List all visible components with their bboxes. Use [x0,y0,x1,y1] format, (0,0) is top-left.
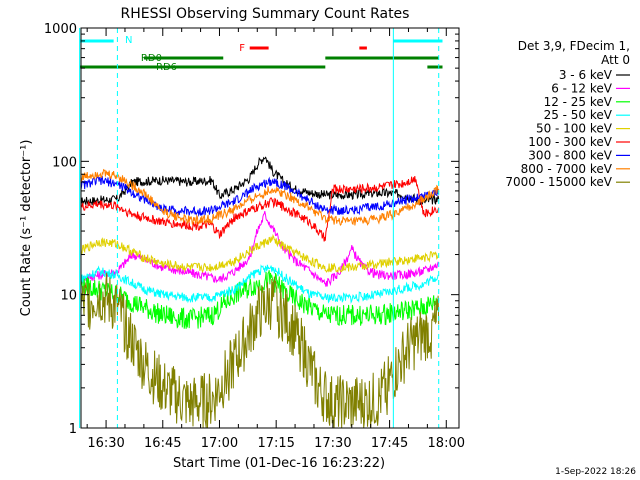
chart-title: RHESSI Observing Summary Count Rates [121,6,410,22]
series-line-1 [81,210,440,287]
footer-timestamp: 1-Sep-2022 18:26 [555,467,636,477]
x-tick-label: 17:30 [314,436,351,451]
y-tick-label: 100 [52,155,77,170]
legend-label-5: 100 - 300 keV [528,135,612,149]
saa-boundaries [79,28,440,428]
series-line-8 [81,272,440,428]
legend-label-2: 12 - 25 keV [544,95,613,109]
series-line-6 [81,175,440,217]
x-tick-label: 18:00 [428,436,465,451]
series-line-2 [81,270,440,329]
legend-label-4: 50 - 100 keV [536,122,613,136]
series-lines [81,156,440,428]
x-axis-label: Start Time (01-Dec-16 16:23:22) [173,456,385,471]
legend-label-3: 25 - 50 keV [544,108,613,122]
legend-label-0: 3 - 6 keV [559,68,613,82]
y-tick-label: 10 [60,289,77,304]
legend-label-6: 300 - 800 keV [528,148,612,162]
legend-label-8: 7000 - 15000 keV [505,175,612,189]
legend-header-line-1: Det 3,9, FDecim 1, [518,39,630,53]
plot-frame [80,27,460,429]
x-tick-label: 17:45 [371,436,408,451]
x-tick-label: 16:30 [87,436,124,451]
state-label-rd0: RD0 [141,53,162,64]
series-line-5 [81,176,440,242]
legend-label-7: 800 - 7000 keV [521,162,613,176]
y-axis-label: Count Rate (s⁻¹ detector⁻¹) [19,140,34,317]
x-tick-label: 16:45 [144,436,181,451]
y-axis: 1 10 100 1000 [44,22,459,437]
x-tick-label: 17:15 [257,436,294,451]
state-label-n: N [125,35,132,46]
x-axis: 16:30 16:45 17:00 17:15 17:30 17:45 18:00 [86,28,465,451]
series-line-7 [81,168,440,227]
y-tick-label: 1000 [44,22,77,37]
legend-header-line-2: Att 0 [601,53,630,67]
y-tick-label: 1 [69,422,77,437]
state-label-f: F [239,43,245,54]
state-label-rd6: RD6 [156,62,177,73]
x-tick-label: 17:00 [201,436,238,451]
legend-label-1: 6 - 12 keV [551,81,613,95]
series-line-0 [81,156,440,207]
series-line-3 [81,264,439,304]
series-line-4 [81,233,440,274]
